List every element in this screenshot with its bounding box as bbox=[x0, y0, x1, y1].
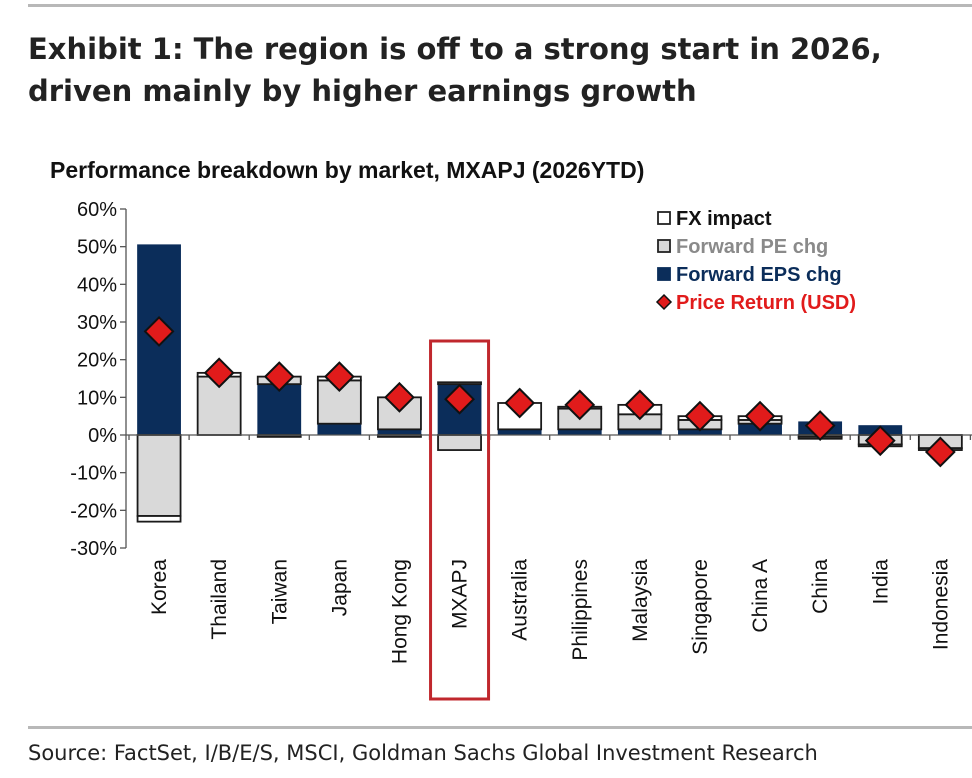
legend: FX impact Forward PE chg Forward EPS chg Pr… bbox=[655, 208, 856, 314]
x-axis bbox=[126, 434, 972, 440]
legend-swatch-pe bbox=[657, 239, 671, 253]
top-rule bbox=[28, 4, 972, 7]
category-label-korea: Korea bbox=[148, 559, 171, 615]
price-marker-korea bbox=[143, 316, 175, 347]
chart-title: Performance breakdown by market, MXAPJ (… bbox=[50, 157, 644, 183]
legend-label-price: Price Return (USD) bbox=[676, 292, 856, 314]
category-label-singapore: Singapore bbox=[689, 559, 712, 655]
price-marker-thailand bbox=[203, 357, 235, 389]
price-marker-china bbox=[804, 410, 836, 441]
bar-pe-mxapj bbox=[437, 434, 482, 451]
category-label-hong-kong: Hong Kong bbox=[388, 559, 411, 664]
source-note: Source: FactSet, I/B/E/S, MSCI, Goldman … bbox=[28, 741, 818, 765]
y-tick-label: 60% bbox=[77, 199, 117, 221]
y-axis: 60% 50% 40% 30% 20% 10% 0% -10% -20% -30% bbox=[70, 199, 127, 560]
y-tick-label: -30% bbox=[70, 538, 117, 560]
y-tick-label: 50% bbox=[77, 237, 117, 259]
price-marker-taiwan bbox=[263, 361, 295, 393]
legend-label-fx: FX impact bbox=[676, 208, 772, 230]
category-labels: Korea Thailand Taiwan Japan Hong Kong MXAPJ Au… bbox=[148, 339, 952, 701]
price-marker-japan bbox=[323, 361, 355, 393]
price-marker-mxapj bbox=[444, 383, 475, 415]
legend-swatch-fx bbox=[657, 211, 671, 225]
bottom-rule bbox=[28, 726, 972, 729]
category-label-china: China bbox=[809, 559, 832, 614]
y-tick-label: 10% bbox=[77, 387, 117, 409]
exhibit-title: Exhibit 1: The region is off to a strong… bbox=[28, 32, 882, 108]
category-label-taiwan: Taiwan bbox=[268, 559, 291, 624]
highlight-box bbox=[429, 339, 491, 701]
category-label-philippines: Philippines bbox=[569, 559, 592, 661]
price-marker-hong-kong bbox=[384, 381, 415, 413]
y-tick-label: 40% bbox=[77, 274, 117, 296]
legend-label-eps: Forward EPS chg bbox=[676, 264, 842, 286]
price-marker-singapore bbox=[684, 400, 716, 432]
price-marker-philippines bbox=[564, 389, 596, 421]
price-marker-india bbox=[864, 425, 896, 457]
bars bbox=[136, 244, 963, 523]
category-label-indonesia: Indonesia bbox=[929, 559, 952, 650]
category-label-mxapj: MXAPJ bbox=[449, 559, 472, 629]
legend-label-pe: Forward PE chg bbox=[676, 236, 828, 258]
price-marker-china-a bbox=[744, 400, 776, 432]
y-tick-label: -10% bbox=[70, 463, 117, 485]
y-tick-label: -20% bbox=[70, 500, 117, 522]
y-tick-label: 30% bbox=[77, 312, 117, 334]
price-markers bbox=[143, 316, 956, 468]
category-label-malaysia: Malaysia bbox=[629, 559, 652, 642]
bar-pe-korea bbox=[136, 434, 182, 517]
y-tick-label: 20% bbox=[77, 350, 117, 372]
category-label-japan: Japan bbox=[328, 559, 351, 616]
bar-fx-korea bbox=[136, 515, 182, 523]
y-tick-label: 0% bbox=[88, 425, 117, 447]
category-label-thailand: Thailand bbox=[208, 559, 231, 640]
category-label-china-a: China A bbox=[749, 559, 772, 633]
bar-eps-taiwan bbox=[257, 383, 302, 436]
bar-eps-japan bbox=[317, 423, 362, 436]
category-label-australia: Australia bbox=[509, 559, 532, 641]
price-marker-malaysia bbox=[624, 389, 656, 421]
legend-swatch-eps bbox=[657, 267, 671, 281]
price-marker-indonesia bbox=[924, 436, 956, 468]
price-marker-australia bbox=[504, 387, 536, 419]
category-label-india: India bbox=[869, 559, 892, 605]
legend-swatch-price bbox=[655, 293, 673, 311]
